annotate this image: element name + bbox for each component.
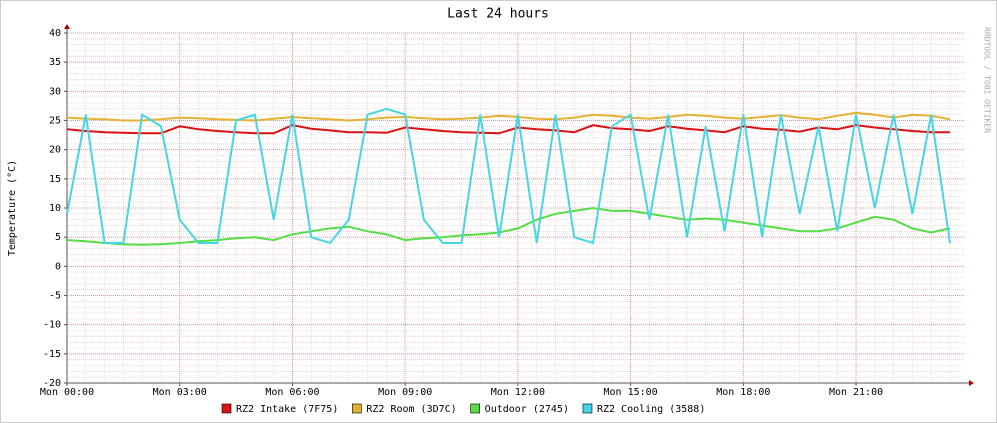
legend-swatch	[582, 403, 593, 414]
series-line	[66, 124, 950, 135]
x-tick-label: Mon 18:00	[716, 387, 770, 398]
legend-swatch	[221, 403, 232, 414]
y-tick-label: 15	[49, 174, 61, 185]
legend-label: RZ2 Intake (7F75)	[236, 404, 338, 415]
axis-arrow	[969, 380, 974, 386]
y-tick-label: 35	[49, 57, 61, 68]
series-line	[66, 111, 951, 122]
axis-arrow	[64, 24, 70, 29]
y-tick-label: 40	[49, 28, 61, 39]
x-tick-label: Mon 12:00	[491, 387, 545, 398]
y-tick-label: 0	[55, 261, 61, 272]
x-tick-label: Mon 00:00	[40, 387, 94, 398]
y-tick-label: 30	[49, 86, 61, 97]
x-tick-label: Mon 03:00	[153, 387, 207, 398]
y-tick-label: -20	[43, 378, 61, 389]
series-line	[66, 107, 951, 245]
series-line	[66, 206, 951, 246]
x-tick-label: Mon 15:00	[604, 387, 658, 398]
y-tick-label: 10	[49, 203, 61, 214]
y-tick-label: 20	[49, 145, 61, 156]
side-label: RRDTOOL / TOBI OETIKER	[983, 27, 992, 133]
y-tick-label: -10	[43, 320, 61, 331]
legend-label: RZ2 Cooling (3588)	[597, 404, 705, 415]
x-tick-label: Mon 06:00	[265, 387, 319, 398]
legend-swatch	[470, 403, 480, 414]
y-tick-label: -5	[49, 291, 61, 302]
y-tick-label: 25	[49, 116, 61, 127]
legend-swatch	[352, 403, 362, 414]
x-tick-label: Mon 09:00	[378, 387, 432, 398]
legend-label: RZ2 Room (3D7C)	[366, 404, 456, 415]
y-tick-label: 5	[55, 232, 61, 243]
chart-title: Last 24 hours	[447, 7, 549, 22]
legend-label: Outdoor (2745)	[485, 404, 569, 415]
y-axis-label: Temperature (°C)	[7, 160, 18, 256]
y-tick-label: -15	[43, 349, 61, 360]
x-tick-label: Mon 21:00	[829, 387, 883, 398]
